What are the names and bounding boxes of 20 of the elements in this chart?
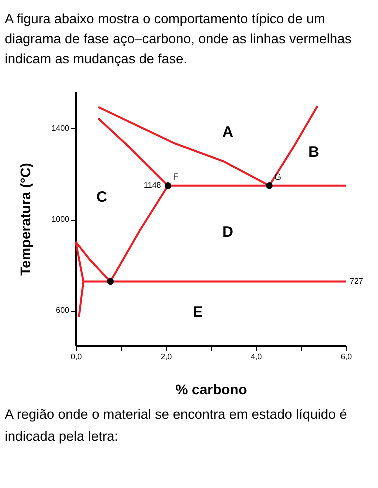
y-axis-title: Temperatura (°C) [18,163,34,276]
x-axis-title: % carbono [176,382,248,398]
x-tick-label: 4,0 [250,352,263,362]
y-tick-label: 600 [56,306,70,316]
annotation: E [192,304,204,321]
annotation: C [96,189,108,206]
chart-title: A figura abaixo mostra o comportamento típico de um diagrama de fase aço–carbono, onde as linhas vermelhas indicam as mudanças de fase. [5,12,352,66]
annotation: F [173,172,180,182]
x-tick-label: 6,0 [340,352,353,362]
annotation: G [274,172,282,182]
annotation: A [222,124,234,141]
y-tick-label: 1000 [52,215,70,224]
y-tick-label: 1400 [52,124,70,133]
x-tick-label: 0,0 [70,352,83,362]
annotation: 727 [350,276,364,286]
text: A região onde o material se encontra em estado líquido é indicada pela letra: [5,407,348,444]
annotation: D [222,224,234,241]
annotation: 1148 [144,180,162,190]
annotation: B [308,144,320,161]
x-tick-label: 2,0 [160,352,173,362]
